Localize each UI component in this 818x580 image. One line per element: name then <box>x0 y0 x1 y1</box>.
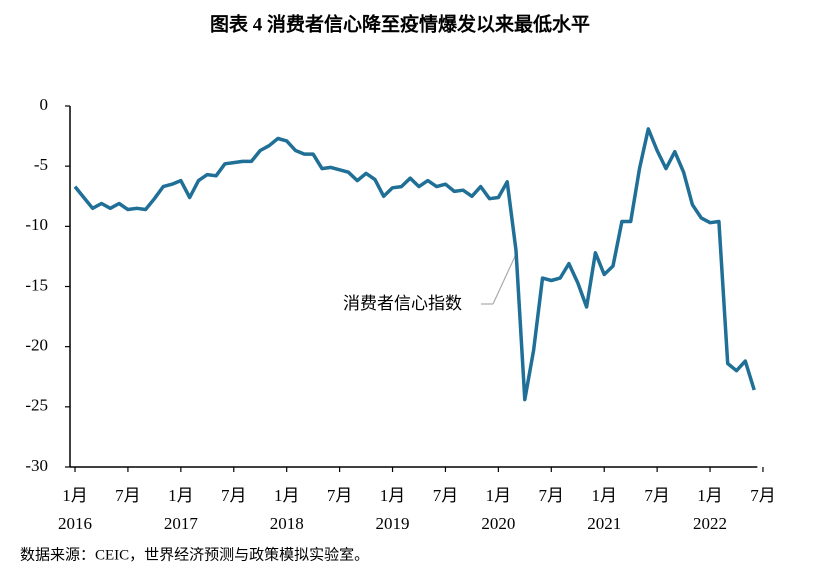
x-tick-label: 1月 <box>274 486 300 505</box>
y-tick-label: -20 <box>25 336 48 355</box>
x-tick-label: 1月 <box>697 486 723 505</box>
leader-line <box>492 251 518 305</box>
x-tick-label: 1月 <box>380 486 406 505</box>
y-tick-label: -25 <box>25 396 48 415</box>
data-line <box>73 127 756 402</box>
x-tick-label: 1月 <box>168 486 194 505</box>
x-tick-label: 7月 <box>750 486 776 505</box>
year-label: 2020 <box>481 514 515 533</box>
y-tick-label: -10 <box>25 215 48 234</box>
x-tick-label: 7月 <box>433 486 459 505</box>
year-label: 2022 <box>693 514 727 533</box>
y-tick-label: -15 <box>25 275 48 294</box>
year-label: 2016 <box>58 514 92 533</box>
x-tick-label: 7月 <box>644 486 670 505</box>
x-tick-label: 7月 <box>539 486 565 505</box>
source-note: 数据来源：CEIC，世界经济预测与政策模拟实验室。 <box>20 546 369 563</box>
y-tick-label: -30 <box>25 456 48 475</box>
x-tick-label: 7月 <box>115 486 141 505</box>
x-tick-label: 7月 <box>221 486 247 505</box>
y-tick-label: -5 <box>34 155 48 174</box>
x-tick-label: 1月 <box>62 486 88 505</box>
x-tick-label: 1月 <box>486 486 512 505</box>
annotation: 消费者信心指数 <box>343 294 462 313</box>
year-label: 2019 <box>376 514 410 533</box>
x-tick-label: 7月 <box>327 486 353 505</box>
year-label: 2018 <box>270 514 304 533</box>
year-label: 2017 <box>164 514 199 533</box>
y-tick-label: 0 <box>40 95 49 114</box>
year-label: 2021 <box>587 514 621 533</box>
x-tick-label: 1月 <box>591 486 617 505</box>
chart-title: 图表 4 消费者信心降至疫情爆发以来最低水平 <box>210 12 590 35</box>
